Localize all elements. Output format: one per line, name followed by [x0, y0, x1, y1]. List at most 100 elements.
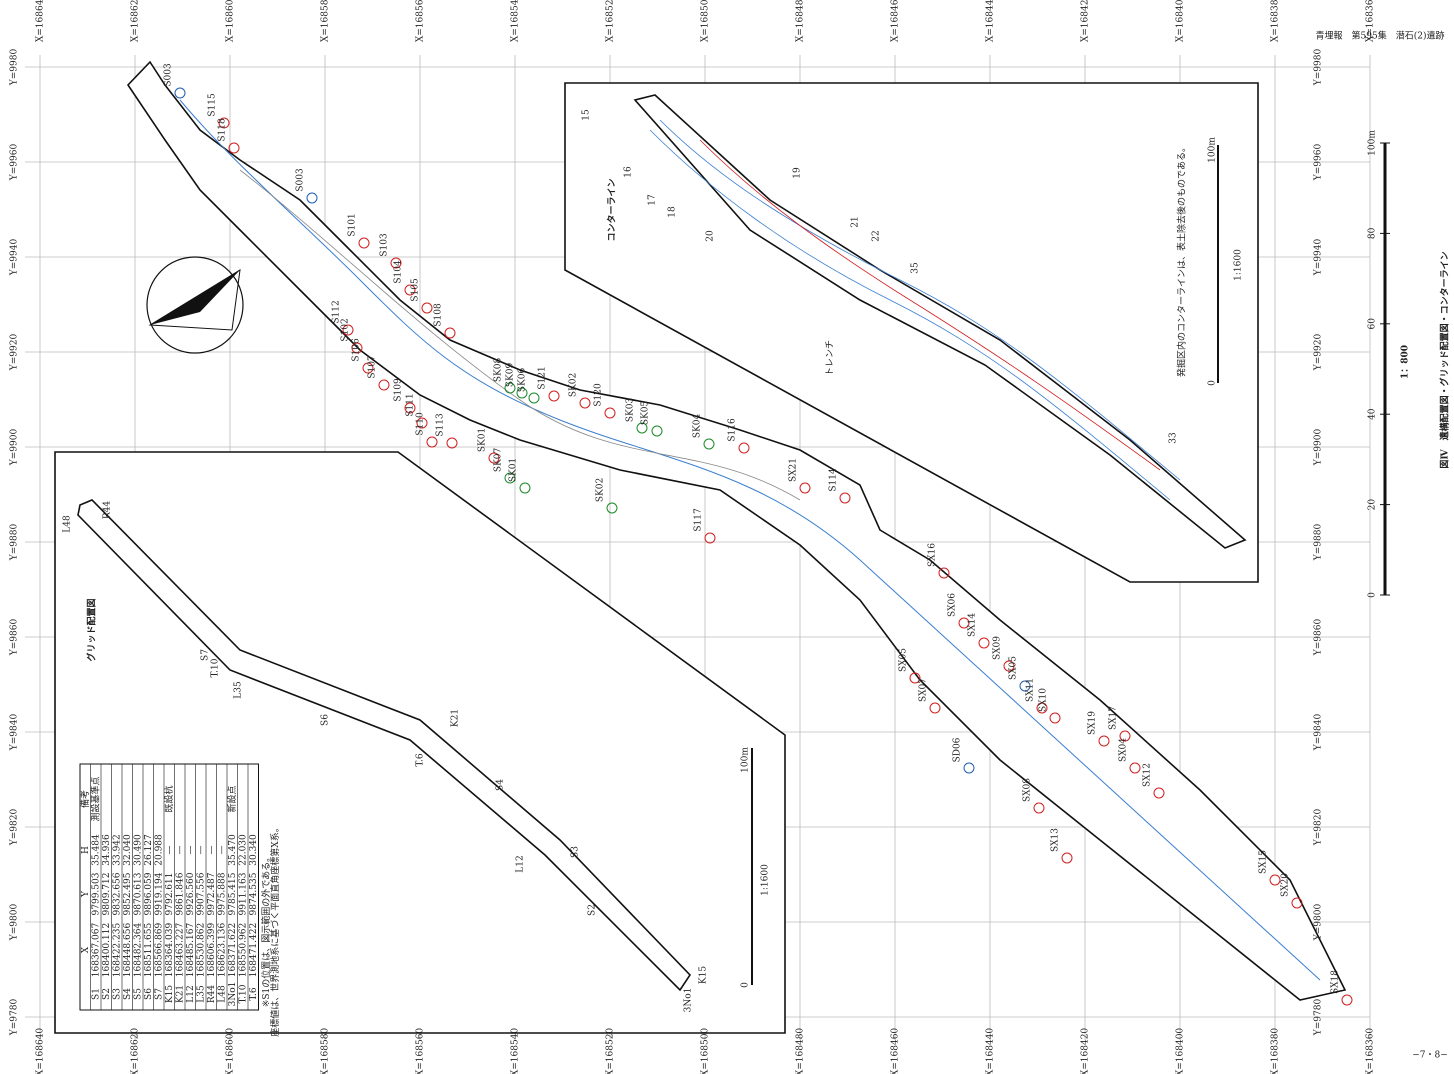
feature-label: S106 [352, 338, 362, 362]
north-arrow-needle [148, 269, 241, 331]
x-grid-label: X=168400 [1176, 1028, 1186, 1074]
feature-label: SX09 [993, 636, 1003, 660]
feature-outline [978, 637, 990, 649]
feature-outline [1341, 994, 1353, 1006]
x-grid-label: X=168500 [701, 1028, 711, 1074]
y-grid-label: Y=9840 [10, 714, 20, 752]
table-cell: 168530.862 [196, 923, 206, 977]
feature-label: SK03 [626, 398, 636, 423]
y-grid-label: Y=9860 [1314, 619, 1324, 657]
table-cell: 9785.415 [228, 872, 238, 915]
table-cell: S4 [123, 988, 133, 1000]
table-cell: 9792.611 [165, 873, 175, 916]
feature-label: S116 [728, 418, 738, 442]
feature-label: SX18 [1331, 970, 1341, 994]
table-cell: 168471.422 [249, 923, 259, 977]
x-grid-label: X=168560 [416, 1028, 426, 1074]
table-note: 座標値は、世界測地系に基づく平面直角座標第X系。 [269, 823, 281, 1036]
feature-outline [528, 392, 540, 404]
grid-point-label: S4 [496, 779, 506, 791]
feature-label: S113 [436, 413, 446, 437]
feature-label: S121 [538, 366, 548, 389]
feature-outline [404, 402, 416, 414]
table-cell: 168364.039 [165, 923, 175, 978]
x-grid-label: X=168380 [1271, 0, 1281, 42]
scale-bar-label: 0 [741, 982, 751, 988]
feature-outline [1019, 680, 1031, 692]
feature-label: SX10 [1039, 688, 1049, 712]
table-cell: 9907.556 [196, 872, 206, 915]
x-grid-label: X=168420 [1081, 0, 1091, 42]
table-cell: 9861.846 [175, 872, 185, 915]
feature-outline [416, 417, 428, 429]
contour-label: 22 [872, 230, 882, 241]
x-grid-label: X=168480 [796, 1028, 806, 1074]
x-grid-label: X=168600 [226, 1028, 236, 1074]
feature-label: SX21 [789, 458, 799, 482]
feature-label: SX05 [1009, 656, 1019, 680]
feature-label: SX04 [1119, 738, 1129, 762]
grid-point-label: 3No1 [684, 988, 694, 1013]
x-grid-label: X=168520 [606, 0, 616, 42]
table-cell: — [196, 846, 206, 855]
feature-outline [1129, 762, 1141, 774]
scale-ratio: 1：800 [1401, 345, 1411, 379]
table-cell: 33.942 [112, 834, 122, 866]
x-grid-label: X=168580 [321, 0, 331, 42]
feature-outline [378, 379, 390, 391]
table-cell: 35.484 [91, 834, 101, 866]
feature-outline [174, 87, 186, 99]
contour-line [239, 169, 801, 501]
table-cell: 22.030 [238, 834, 248, 866]
feature-outline [606, 502, 618, 514]
scale-bar-label: 0 [1208, 380, 1218, 386]
y-grid-label: Y=9900 [1314, 429, 1324, 467]
y-grid-label: Y=9920 [1314, 334, 1324, 372]
grid-point-label: R44 [103, 501, 113, 520]
feature-label: SX13 [1051, 828, 1061, 852]
feature-outline [504, 382, 516, 394]
table-cell: 168566.869 [154, 923, 164, 978]
scale-tick-label: 60 [1368, 318, 1378, 330]
table-cell: 30.490 [133, 834, 143, 866]
table-cell: 168606.399 [207, 923, 217, 978]
scale-tick-label: 80 [1368, 227, 1378, 239]
feature-label: SX14 [968, 613, 978, 637]
feature-label: SX15 [1259, 850, 1269, 874]
table-cell: 9809.712 [102, 873, 112, 916]
contour-label: 21 [851, 216, 861, 227]
x-grid-label: X=168540 [511, 1028, 521, 1074]
feature-label: SK01 [509, 458, 519, 482]
table-cell: 34.936 [102, 834, 112, 866]
table-cell: — [186, 846, 196, 855]
grid-point-label: S3 [571, 846, 581, 858]
feature-outline [1061, 852, 1073, 864]
x-grid-label: X=168640 [36, 1028, 46, 1074]
y-grid-label: Y=9860 [10, 619, 20, 657]
y-grid-label: Y=9880 [10, 524, 20, 562]
table-cell: 168550.962 [238, 923, 248, 977]
feature-label: SX17 [1109, 706, 1119, 730]
table-cell: T.6 [249, 987, 259, 1001]
inset-scale: 1:1600 [1234, 249, 1244, 281]
table-cell: 168482.364 [133, 923, 143, 978]
table-header: Y [81, 890, 91, 898]
x-grid-label: X=168600 [226, 0, 236, 42]
feature-label: SK01 [478, 428, 488, 452]
y-grid-label: Y=9780 [10, 999, 20, 1037]
feature-outline [738, 442, 750, 454]
y-grid-label: Y=9800 [1314, 904, 1324, 942]
feature-outline [1291, 897, 1303, 909]
grid-point-label: S2 [588, 904, 598, 916]
table-cell: S2 [102, 988, 112, 1000]
x-grid-label: X=168460 [891, 1028, 901, 1074]
table-cell: R44 [207, 985, 217, 1004]
excavation-area [126, 60, 1347, 1001]
table-cell: 9874.535 [249, 872, 259, 915]
table-cell: 9972.487 [207, 872, 217, 915]
table-cell: 9852.495 [123, 872, 133, 915]
feature-outline [351, 342, 363, 354]
feature-label: S111 [406, 393, 416, 416]
feature-label: S118 [218, 118, 228, 142]
feature-outline [1033, 802, 1045, 814]
